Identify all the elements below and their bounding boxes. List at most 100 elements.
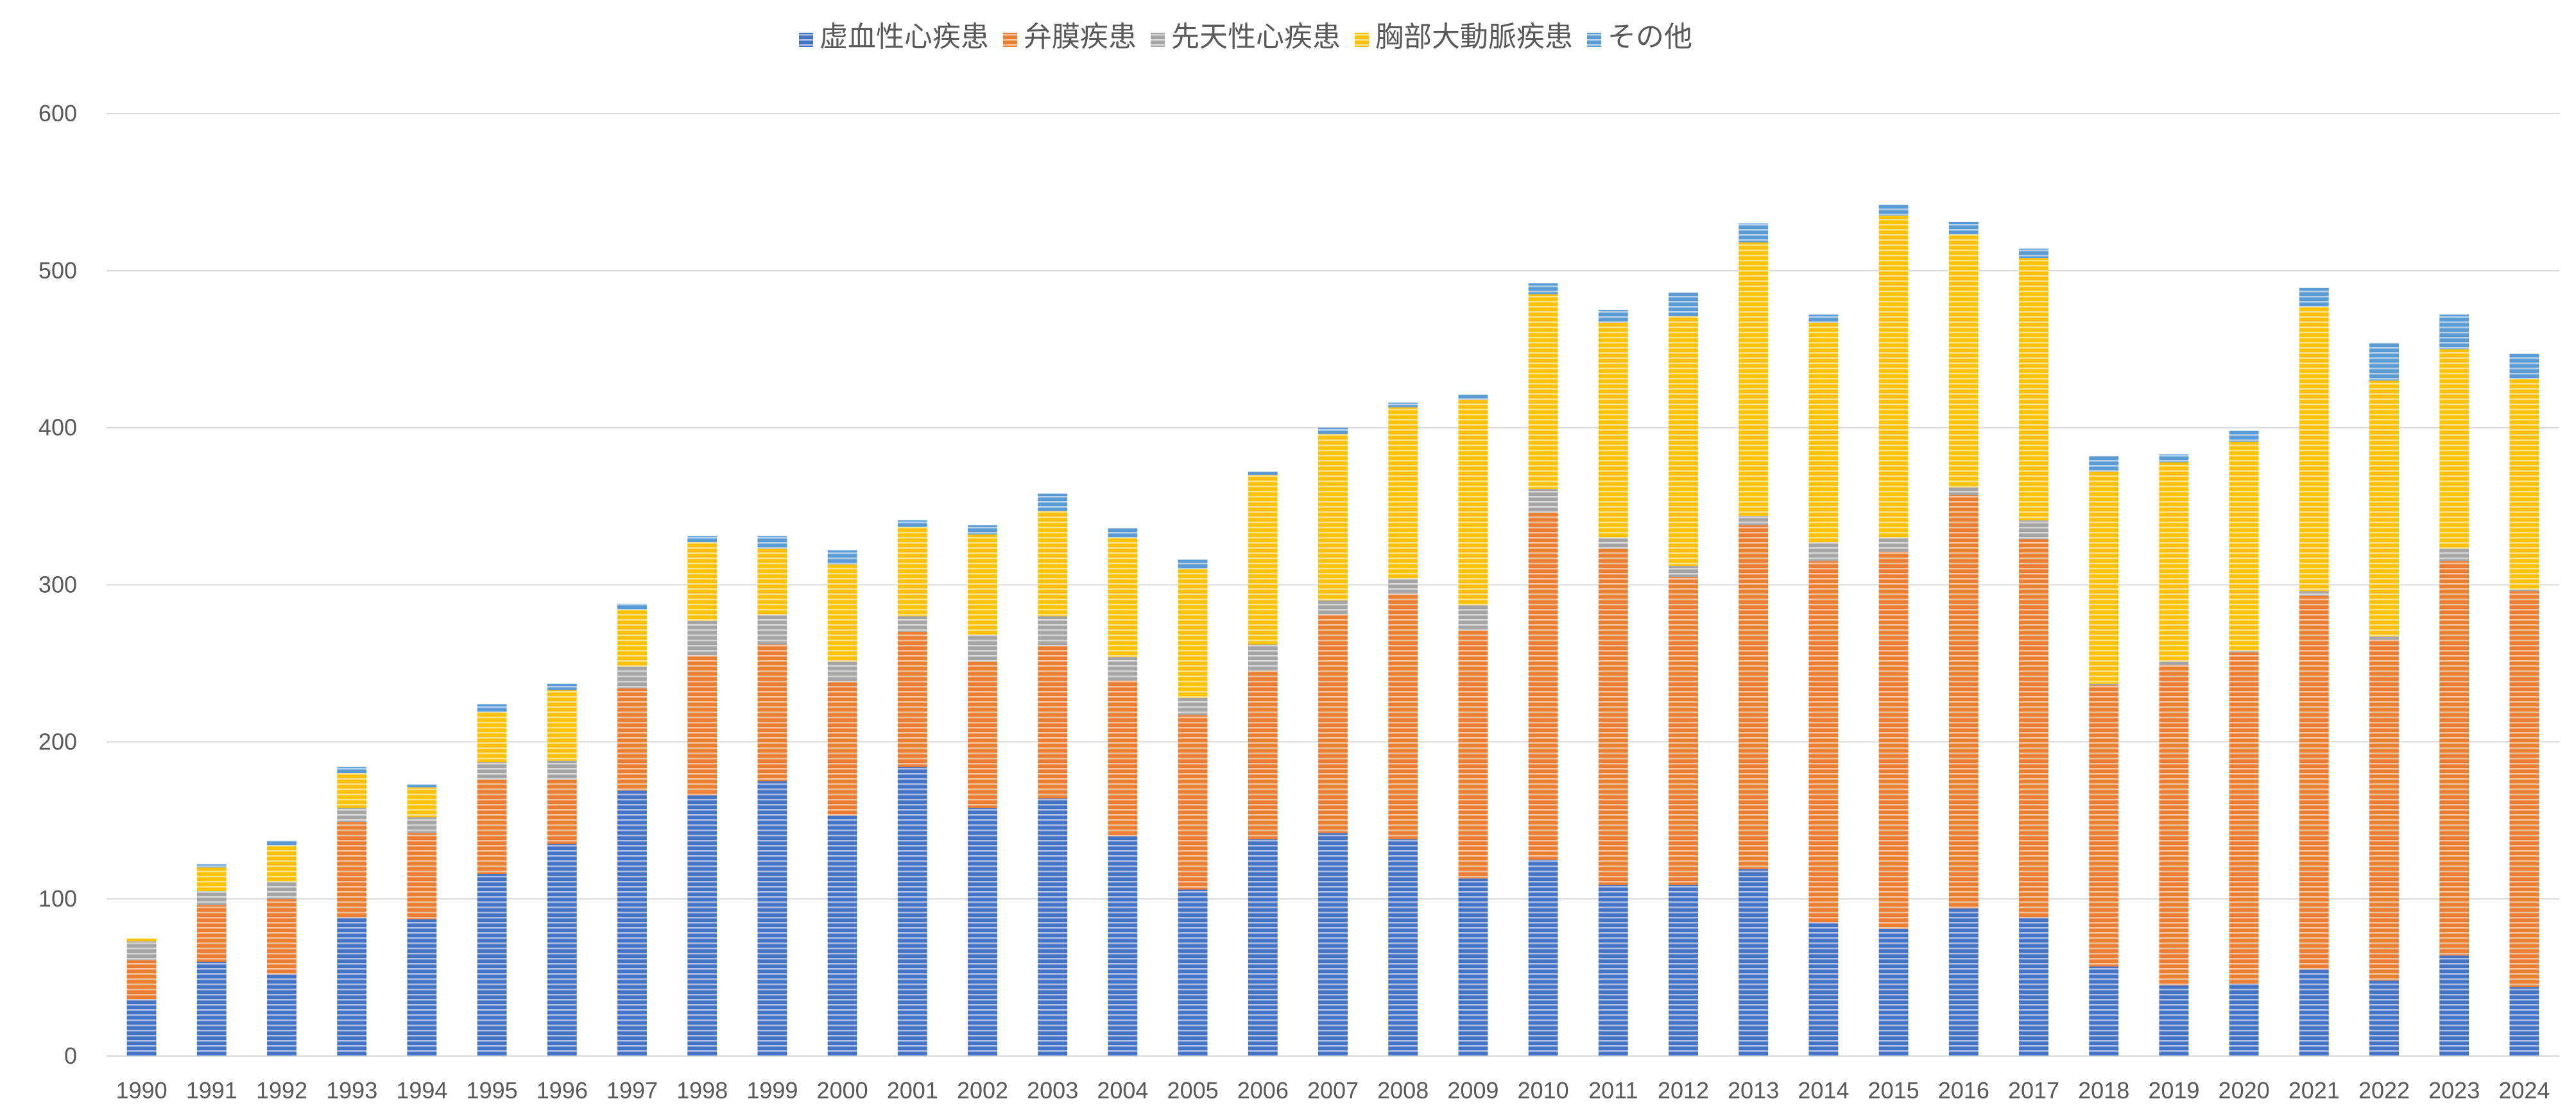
bar-segment xyxy=(2159,454,2189,463)
bar-segment xyxy=(897,631,927,767)
x-tick-label: 1990 xyxy=(116,1077,167,1104)
bar-stack-2008 xyxy=(1388,402,1418,1056)
y-tick-label: 400 xyxy=(39,414,77,441)
bar-segment xyxy=(1248,475,1278,645)
bar-segment xyxy=(547,760,577,780)
bar-segment xyxy=(2299,591,2329,596)
bar-segment xyxy=(1598,538,1628,549)
x-tick-label: 2001 xyxy=(887,1077,938,1104)
bar-segment xyxy=(687,536,717,543)
bar-segment xyxy=(2019,258,2048,521)
bar-segment xyxy=(827,815,857,1056)
bar-stack-1995 xyxy=(477,704,507,1056)
bar-segment xyxy=(2089,966,2119,1056)
bar-segment xyxy=(1598,885,1628,1056)
bar-segment xyxy=(1318,833,1348,1056)
bar-segment xyxy=(2509,589,2539,592)
bar-stack-2011 xyxy=(1598,310,1628,1056)
x-tick-label: 1998 xyxy=(676,1077,728,1104)
bar-segment xyxy=(2089,456,2119,472)
bar-segment xyxy=(1178,697,1208,715)
bar-segment xyxy=(1108,528,1138,538)
bar-segment xyxy=(1388,839,1418,1056)
x-tick-label: 2020 xyxy=(2219,1077,2270,1104)
x-tick-label: 2024 xyxy=(2498,1077,2550,1104)
bar-segment xyxy=(337,808,367,822)
bar-segment xyxy=(1458,395,1488,400)
legend-swatch xyxy=(1587,33,1601,47)
bar-segment xyxy=(2369,636,2399,640)
bar-segment xyxy=(1948,234,1979,488)
bar-segment xyxy=(196,905,227,962)
bar-stack-1993 xyxy=(337,767,367,1056)
y-tick-label: 200 xyxy=(39,728,77,754)
bar-segment xyxy=(196,864,227,868)
bar-stack-2002 xyxy=(968,525,997,1056)
bar-segment xyxy=(407,784,437,788)
bar-segment xyxy=(1669,293,1698,316)
bar-segment xyxy=(1528,859,1558,1056)
bar-segment xyxy=(2509,354,2539,379)
bar-segment xyxy=(126,999,157,1056)
x-axis: 1990 1991 1992 1993 1994 1995 1996 1997 1998 1999… xyxy=(116,1077,2550,1104)
bar-stack-2003 xyxy=(1038,493,1068,1056)
bar-segment xyxy=(968,661,997,808)
bar-stack-2000 xyxy=(827,550,857,1056)
bar-segment xyxy=(126,938,157,942)
x-tick-label: 2014 xyxy=(1798,1077,1849,1104)
bar-segment xyxy=(1878,538,1909,552)
bar-segment xyxy=(1108,538,1138,658)
bar-stack-2001 xyxy=(897,520,927,1056)
bar-stack-2017 xyxy=(2019,248,2048,1056)
bar-segment xyxy=(2439,561,2469,956)
x-tick-label: 2015 xyxy=(1868,1077,1919,1104)
bars xyxy=(126,205,2539,1056)
bar-stack-2012 xyxy=(1669,293,1698,1056)
x-tick-label: 1997 xyxy=(606,1077,658,1104)
bar-segment xyxy=(477,712,507,763)
bar-segment xyxy=(407,787,437,817)
x-tick-label: 2011 xyxy=(1588,1077,1638,1104)
bar-segment xyxy=(196,867,227,891)
bar-segment xyxy=(2369,640,2399,981)
bar-segment xyxy=(2159,661,2189,665)
y-tick-label: 600 xyxy=(39,100,77,126)
bar-segment xyxy=(1388,402,1418,407)
bar-segment xyxy=(1739,515,1769,525)
x-tick-label: 2017 xyxy=(2008,1077,2059,1104)
x-tick-label: 1993 xyxy=(326,1077,377,1104)
bar-stack-2010 xyxy=(1528,283,1558,1056)
bar-segment xyxy=(827,661,857,683)
bar-segment xyxy=(1948,487,1979,495)
bar-segment xyxy=(1598,310,1628,323)
bar-stack-1992 xyxy=(267,840,296,1056)
bar-segment xyxy=(1178,559,1208,570)
bar-segment xyxy=(196,891,227,905)
x-tick-label: 1995 xyxy=(467,1077,518,1104)
x-tick-label: 2023 xyxy=(2428,1077,2480,1104)
bar-segment xyxy=(2089,683,2119,686)
bar-segment xyxy=(1948,495,1979,908)
bar-segment xyxy=(1248,644,1278,672)
bar-segment xyxy=(1038,616,1068,646)
bar-segment xyxy=(617,666,647,689)
bar-segment xyxy=(1948,221,1979,235)
bar-segment xyxy=(2229,652,2259,984)
bar-segment xyxy=(2229,430,2259,442)
bar-segment xyxy=(1318,615,1348,833)
bar-segment xyxy=(547,844,577,1056)
bar-stack-1998 xyxy=(687,536,717,1056)
bar-stack-2016 xyxy=(1948,221,1979,1056)
bar-segment xyxy=(2019,520,2048,540)
bar-segment xyxy=(2089,685,2119,967)
bar-segment xyxy=(1948,908,1979,1056)
bar-segment xyxy=(267,899,296,975)
bar-stack-1991 xyxy=(196,864,227,1056)
bar-segment xyxy=(1038,511,1068,617)
bar-stack-2024 xyxy=(2509,354,2539,1056)
bar-segment xyxy=(687,542,717,621)
bar-segment xyxy=(477,873,507,1056)
bar-segment xyxy=(1878,216,1909,538)
x-tick-label: 2021 xyxy=(2288,1077,2340,1104)
